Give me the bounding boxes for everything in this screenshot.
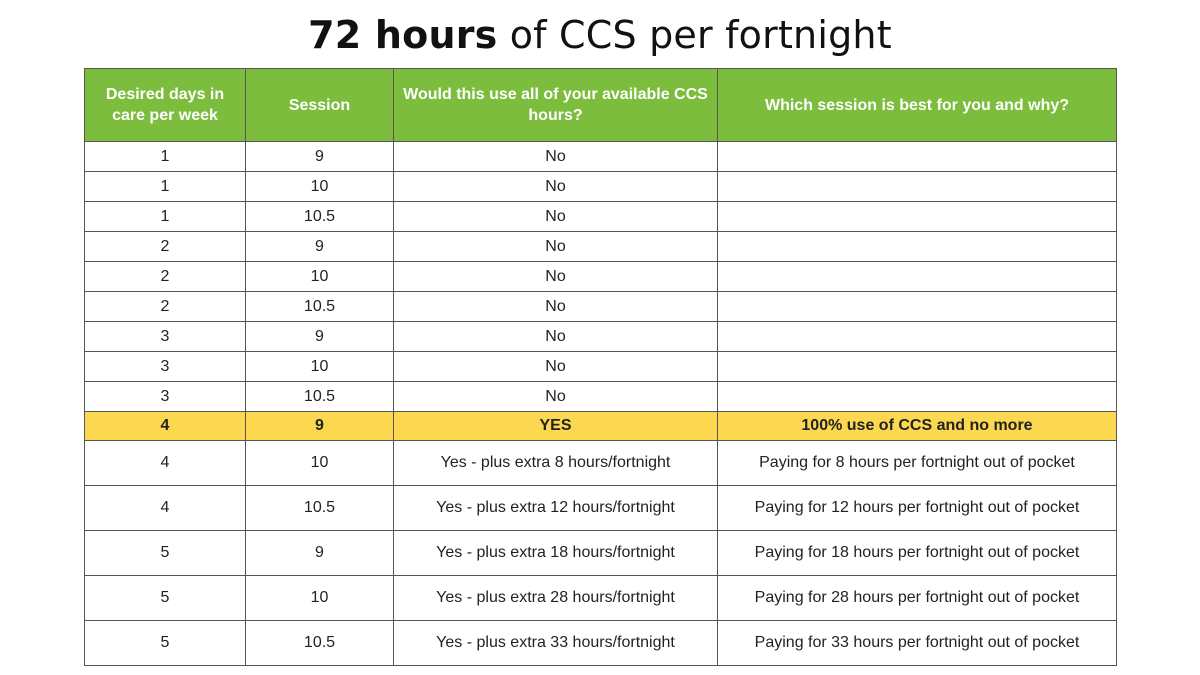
cell-session: 9: [245, 321, 394, 352]
cell-session: 10: [245, 171, 394, 202]
table-row: 3 10 No: [84, 351, 1117, 382]
header-session: Session: [245, 68, 394, 142]
table-row: 4 10.5 Yes - plus extra 12 hours/fortnig…: [84, 485, 1117, 531]
table-row: 1 10 No: [84, 171, 1117, 202]
cell-session: 10.5: [245, 381, 394, 412]
cell-session: 10.5: [245, 201, 394, 232]
cell-session: 10: [245, 440, 394, 486]
cell-days: 2: [84, 291, 246, 322]
cell-days: 1: [84, 201, 246, 232]
title-bold: 72 hours: [308, 13, 498, 57]
table-row: 2 9 No: [84, 231, 1117, 262]
cell-session: 10: [245, 351, 394, 382]
cell-days: 2: [84, 231, 246, 262]
cell-best: [717, 141, 1117, 172]
cell-best: Paying for 12 hours per fortnight out of…: [717, 485, 1117, 531]
cell-best: [717, 321, 1117, 352]
table-body: 1 9 No 1 10 No 1 10.5 No 2 9 No 2 10 No: [84, 141, 1117, 666]
cell-use-all: No: [393, 171, 718, 202]
cell-days: 1: [84, 141, 246, 172]
table-row: 1 10.5 No: [84, 201, 1117, 232]
cell-session: 9: [245, 231, 394, 262]
cell-best: Paying for 8 hours per fortnight out of …: [717, 440, 1117, 486]
cell-days: 5: [84, 620, 246, 666]
cell-best: Paying for 28 hours per fortnight out of…: [717, 575, 1117, 621]
cell-session: 9: [245, 141, 394, 172]
table-row: 1 9 No: [84, 141, 1117, 172]
table-row: 4 10 Yes - plus extra 8 hours/fortnight …: [84, 440, 1117, 486]
table-row: 5 10 Yes - plus extra 28 hours/fortnight…: [84, 575, 1117, 621]
cell-days: 4: [84, 485, 246, 531]
table-row: 2 10 No: [84, 261, 1117, 292]
cell-use-all: Yes - plus extra 12 hours/fortnight: [393, 485, 718, 531]
cell-best: [717, 381, 1117, 412]
ccs-table: Desired days in care per week Session Wo…: [84, 68, 1117, 666]
cell-best: [717, 291, 1117, 322]
cell-use-all: YES: [393, 411, 718, 441]
cell-days: 3: [84, 351, 246, 382]
cell-days: 4: [84, 411, 246, 441]
cell-days: 5: [84, 575, 246, 621]
cell-use-all: No: [393, 291, 718, 322]
table-header: Desired days in care per week Session Wo…: [84, 68, 1117, 142]
cell-days: 3: [84, 321, 246, 352]
cell-best: Paying for 33 hours per fortnight out of…: [717, 620, 1117, 666]
cell-best: [717, 261, 1117, 292]
cell-session: 10.5: [245, 291, 394, 322]
cell-use-all: No: [393, 231, 718, 262]
cell-best: [717, 351, 1117, 382]
cell-best: 100% use of CCS and no more: [717, 411, 1117, 441]
cell-days: 2: [84, 261, 246, 292]
cell-use-all: Yes - plus extra 28 hours/fortnight: [393, 575, 718, 621]
cell-days: 3: [84, 381, 246, 412]
cell-use-all: No: [393, 261, 718, 292]
table-row: 5 10.5 Yes - plus extra 33 hours/fortnig…: [84, 620, 1117, 666]
cell-use-all: No: [393, 351, 718, 382]
cell-days: 5: [84, 530, 246, 576]
cell-use-all: No: [393, 141, 718, 172]
cell-session: 9: [245, 530, 394, 576]
header-row: Desired days in care per week Session Wo…: [84, 68, 1117, 142]
cell-days: 1: [84, 171, 246, 202]
cell-best: [717, 171, 1117, 202]
cell-best: [717, 231, 1117, 262]
cell-session: 10: [245, 575, 394, 621]
cell-use-all: No: [393, 201, 718, 232]
cell-use-all: Yes - plus extra 33 hours/fortnight: [393, 620, 718, 666]
table-row: 5 9 Yes - plus extra 18 hours/fortnight …: [84, 530, 1117, 576]
cell-use-all: No: [393, 381, 718, 412]
page-title: 72 hours of CCS per fortnight: [0, 12, 1200, 58]
table-row: 2 10.5 No: [84, 291, 1117, 322]
cell-best: Paying for 18 hours per fortnight out of…: [717, 530, 1117, 576]
cell-session: 10.5: [245, 485, 394, 531]
title-rest: of CCS per fortnight: [509, 13, 892, 57]
header-days: Desired days in care per week: [84, 68, 246, 142]
cell-use-all: Yes - plus extra 18 hours/fortnight: [393, 530, 718, 576]
highlighted-row: 4 9 YES 100% use of CCS and no more: [84, 411, 1117, 441]
cell-session: 9: [245, 411, 394, 441]
cell-days: 4: [84, 440, 246, 486]
cell-session: 10.5: [245, 620, 394, 666]
cell-use-all: No: [393, 321, 718, 352]
table-row: 3 10.5 No: [84, 381, 1117, 412]
header-use-all: Would this use all of your available CCS…: [393, 68, 718, 142]
table-row: 3 9 No: [84, 321, 1117, 352]
cell-session: 10: [245, 261, 394, 292]
cell-use-all: Yes - plus extra 8 hours/fortnight: [393, 440, 718, 486]
header-best-session: Which session is best for you and why?: [717, 68, 1117, 142]
cell-best: [717, 201, 1117, 232]
